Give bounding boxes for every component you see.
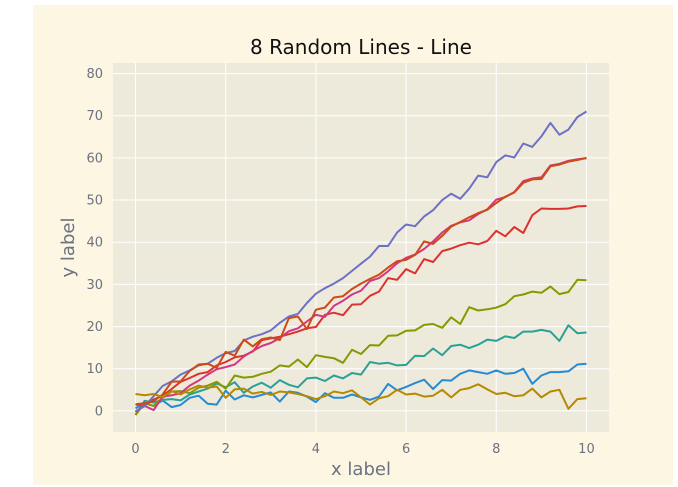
y-tick-label: 80 [86, 67, 103, 82]
plot-area [113, 63, 609, 432]
series-line-3 [134, 278, 587, 416]
series-lines [134, 110, 588, 416]
y-tick-label: 60 [86, 151, 103, 166]
y-tick-labels: 0 10 20 30 40 50 60 70 80 [86, 67, 103, 419]
y-tick-label: 30 [86, 278, 103, 293]
series-line-8 [135, 383, 587, 410]
y-tick-label: 10 [86, 362, 103, 377]
y-tick-label: 70 [86, 109, 103, 124]
series-line-7 [135, 156, 587, 406]
x-tick-label: 0 [131, 442, 139, 457]
series-line-6 [135, 110, 588, 413]
x-tick-label: 2 [222, 442, 230, 457]
series-line-4 [134, 205, 587, 413]
x-tick-labels: 0 2 4 6 8 10 [131, 442, 594, 457]
chart-title: 8 Random Lines - Line [250, 35, 472, 59]
y-tick-label: 50 [86, 194, 103, 209]
x-tick-label: 10 [578, 442, 595, 457]
y-tick-label: 20 [86, 320, 103, 335]
y-tick-label: 0 [95, 404, 103, 419]
x-tick-label: 8 [492, 442, 500, 457]
x-axis-label: x label [331, 459, 391, 480]
y-axis-label: y label [58, 218, 79, 278]
x-tick-label: 6 [402, 442, 410, 457]
x-tick-label: 4 [312, 442, 320, 457]
y-tick-label: 40 [86, 236, 103, 251]
